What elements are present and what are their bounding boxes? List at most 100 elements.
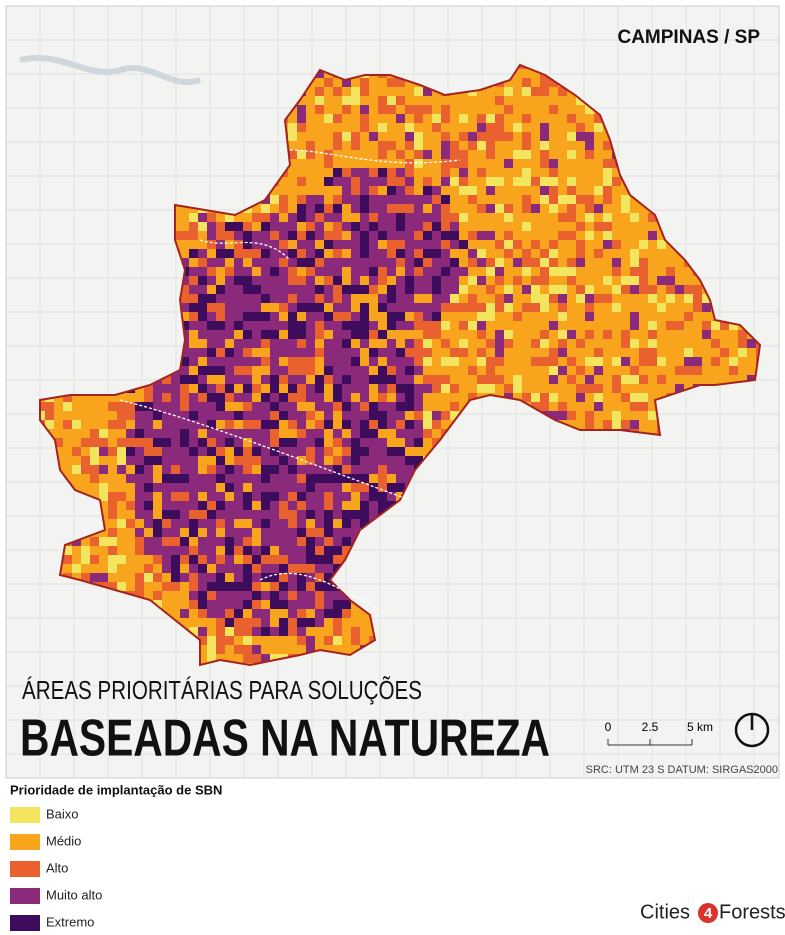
priority-cell xyxy=(270,492,279,501)
priority-cell xyxy=(585,168,594,177)
priority-cell xyxy=(162,483,171,492)
priority-cell xyxy=(477,258,486,267)
priority-cell xyxy=(162,519,171,528)
priority-cell xyxy=(369,186,378,195)
priority-cell xyxy=(567,141,576,150)
priority-cell xyxy=(531,276,540,285)
priority-cell xyxy=(396,303,405,312)
priority-cell xyxy=(441,303,450,312)
priority-cell xyxy=(153,555,162,564)
priority-cell xyxy=(432,384,441,393)
priority-cell xyxy=(279,492,288,501)
priority-cell xyxy=(117,411,126,420)
priority-cell xyxy=(225,519,234,528)
priority-cell xyxy=(531,285,540,294)
priority-cell xyxy=(468,312,477,321)
priority-cell xyxy=(432,438,441,447)
priority-cell xyxy=(720,357,729,366)
priority-cell xyxy=(351,312,360,321)
priority-cell xyxy=(288,510,297,519)
priority-cell xyxy=(567,384,576,393)
priority-cell xyxy=(378,240,387,249)
priority-cell xyxy=(351,528,360,537)
priority-cell xyxy=(387,204,396,213)
priority-cell xyxy=(324,159,333,168)
priority-cell xyxy=(729,357,738,366)
priority-cell xyxy=(423,267,432,276)
priority-cell xyxy=(648,312,657,321)
priority-cell xyxy=(657,267,666,276)
priority-cell xyxy=(459,195,468,204)
priority-cell xyxy=(297,303,306,312)
priority-cell xyxy=(729,321,738,330)
priority-cell xyxy=(234,465,243,474)
priority-cell xyxy=(549,78,558,87)
priority-cell xyxy=(216,240,225,249)
priority-cell xyxy=(513,357,522,366)
priority-cell xyxy=(639,240,648,249)
priority-cell xyxy=(144,429,153,438)
priority-cell xyxy=(441,222,450,231)
priority-cell xyxy=(747,348,756,357)
priority-cell xyxy=(576,402,585,411)
priority-cell xyxy=(126,573,135,582)
priority-cell xyxy=(585,375,594,384)
priority-cell xyxy=(387,231,396,240)
priority-cell xyxy=(342,123,351,132)
priority-cell xyxy=(360,267,369,276)
priority-cell xyxy=(414,96,423,105)
priority-cell xyxy=(297,474,306,483)
priority-cell xyxy=(405,222,414,231)
priority-cell xyxy=(207,312,216,321)
priority-cell xyxy=(450,258,459,267)
priority-cell xyxy=(324,285,333,294)
priority-cell xyxy=(477,294,486,303)
priority-cell xyxy=(594,285,603,294)
priority-cell xyxy=(252,213,261,222)
priority-cell xyxy=(405,366,414,375)
priority-cell xyxy=(477,384,486,393)
priority-cell xyxy=(414,240,423,249)
priority-cell xyxy=(657,384,666,393)
priority-cell xyxy=(612,231,621,240)
priority-cell xyxy=(477,330,486,339)
priority-cell xyxy=(63,429,72,438)
priority-cell xyxy=(324,267,333,276)
priority-cell xyxy=(252,429,261,438)
priority-cell xyxy=(216,294,225,303)
priority-cell xyxy=(459,402,468,411)
priority-cell xyxy=(324,402,333,411)
priority-cell xyxy=(450,321,459,330)
priority-cell xyxy=(468,141,477,150)
priority-cell xyxy=(621,276,630,285)
priority-cell xyxy=(531,132,540,141)
priority-cell xyxy=(315,429,324,438)
priority-cell xyxy=(558,375,567,384)
priority-cell xyxy=(207,339,216,348)
priority-cell xyxy=(612,420,621,429)
priority-cell xyxy=(405,204,414,213)
priority-cell xyxy=(468,204,477,213)
priority-cell xyxy=(549,204,558,213)
priority-cell xyxy=(252,528,261,537)
priority-cell xyxy=(198,546,207,555)
priority-cell xyxy=(558,321,567,330)
priority-cell xyxy=(135,420,144,429)
priority-cell xyxy=(432,411,441,420)
priority-cell xyxy=(162,447,171,456)
priority-cell xyxy=(684,330,693,339)
priority-cell xyxy=(441,186,450,195)
priority-cell xyxy=(495,195,504,204)
priority-cell xyxy=(477,141,486,150)
priority-cell xyxy=(441,114,450,123)
priority-cell xyxy=(234,240,243,249)
priority-cell xyxy=(585,348,594,357)
priority-cell xyxy=(225,249,234,258)
priority-cell xyxy=(180,510,189,519)
priority-cell xyxy=(153,393,162,402)
priority-cell xyxy=(585,357,594,366)
priority-cell xyxy=(369,375,378,384)
priority-cell xyxy=(324,492,333,501)
priority-cell xyxy=(603,411,612,420)
priority-cell xyxy=(171,420,180,429)
